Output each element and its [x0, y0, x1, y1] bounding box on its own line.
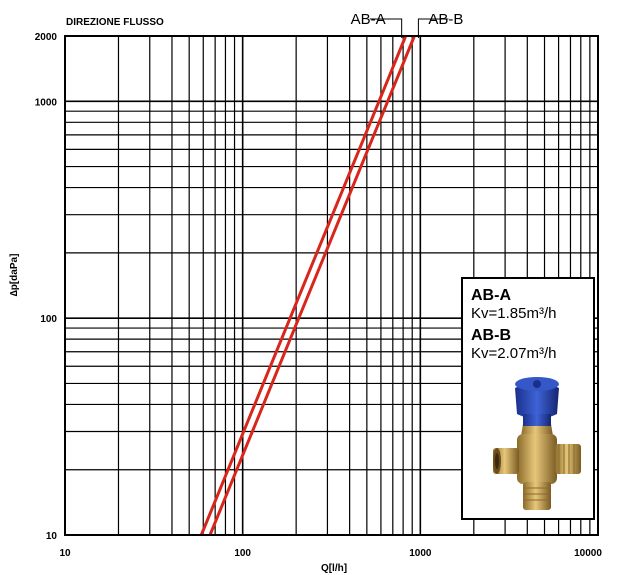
legend-name-ab-a: AB-A	[471, 287, 511, 304]
x-tick-label: 10	[59, 548, 71, 559]
legend-name-ab-b: AB-B	[471, 327, 511, 344]
y-tick-label: 100	[40, 314, 57, 325]
x-tick-label: 10000	[574, 548, 602, 559]
chart-series	[199, 35, 416, 536]
series-tag-ab-b: AB-B	[428, 11, 463, 28]
valve-illustration	[493, 377, 581, 510]
series-tags: AB-A AB-B	[351, 11, 463, 38]
x-tick-labels: 10 100 1000 10000	[59, 548, 602, 559]
x-tick-label: 100	[234, 548, 251, 559]
series-line-ab-b	[208, 35, 416, 536]
tag-leader-ab-a	[369, 18, 403, 38]
plot-frame	[64, 35, 599, 536]
y-tick-label: 1000	[35, 97, 58, 108]
y-tick-label: 10	[46, 531, 58, 542]
y-axis-label: ∆p[daPa]	[9, 254, 20, 297]
chart-title: DIREZIONE FLUSSO	[66, 17, 164, 28]
x-axis-label: Q[l/h]	[321, 563, 347, 574]
x-tick-label: 1000	[409, 548, 432, 559]
legend-value-ab-a: Kv=1.85m³/h	[471, 305, 557, 322]
y-tick-labels: 10 100 1000 2000	[35, 32, 58, 542]
kv-legend-box: AB-A Kv=1.85m³/h AB-B Kv=2.07m³/h	[461, 277, 595, 520]
series-line-ab-a	[199, 35, 408, 536]
tag-leader-ab-b	[417, 18, 449, 38]
series-tag-ab-a: AB-A	[351, 11, 386, 28]
legend-value-ab-b: Kv=2.07m³/h	[471, 345, 557, 362]
y-tick-label: 2000	[35, 32, 58, 43]
